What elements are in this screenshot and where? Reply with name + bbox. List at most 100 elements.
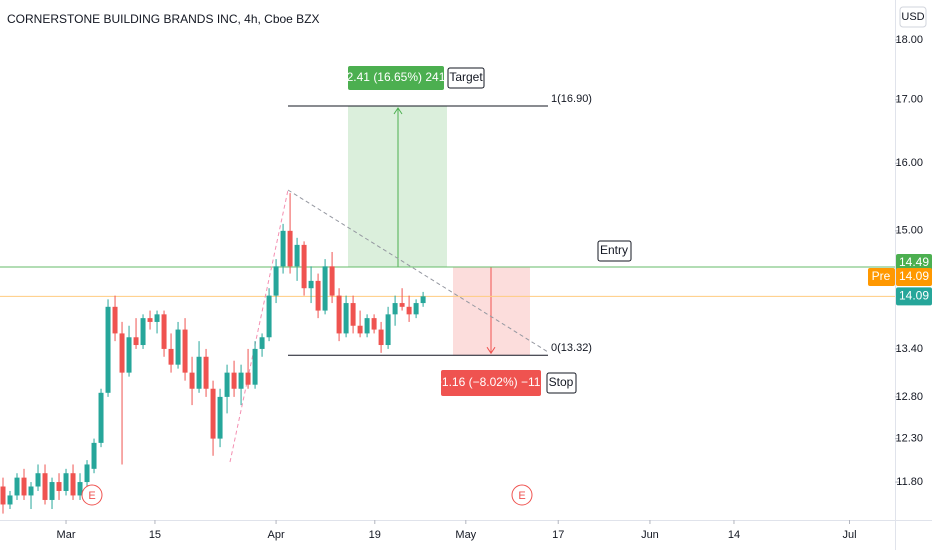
event-marker [511, 484, 533, 506]
candle [56, 473, 62, 500]
candle-body [420, 296, 426, 304]
candle-body [245, 372, 251, 385]
candle-body [56, 482, 62, 491]
candle [161, 310, 167, 357]
candle-body [112, 306, 118, 334]
stop-text-box [441, 370, 541, 396]
y-tick-label: 13.40 [895, 343, 923, 355]
candle-body [140, 318, 146, 346]
candle [63, 468, 69, 496]
stop-level-label: 0(13.32) [551, 342, 592, 354]
candle-body [406, 306, 412, 315]
pre-tag: Pre [872, 269, 891, 283]
x-tick-label: 19 [369, 529, 381, 541]
pre-price: 14.09 [899, 269, 929, 283]
candle [91, 438, 97, 474]
candle-body [350, 303, 356, 326]
candle-body [14, 477, 20, 496]
x-tick-label: Apr [268, 529, 285, 541]
event-label: E [88, 490, 95, 502]
y-tick-label: 12.80 [895, 391, 923, 403]
candle-body [63, 473, 69, 491]
candle-body [259, 337, 265, 349]
candle-body [399, 303, 405, 307]
candle [301, 241, 307, 296]
candle [315, 273, 321, 319]
candle-body [28, 486, 34, 496]
candle-body [294, 244, 300, 267]
candle [371, 314, 377, 334]
candle-body [280, 230, 286, 267]
event-label: E [518, 490, 525, 502]
candle-body [49, 482, 55, 500]
candle [287, 193, 293, 274]
candle-body [210, 388, 216, 439]
y-tick-label: 11.80 [896, 476, 923, 488]
stop-label: Stop [549, 375, 574, 389]
y-tick-label: 16.00 [895, 157, 923, 169]
candle [154, 310, 160, 334]
candle [399, 288, 405, 311]
candle-body [238, 372, 244, 389]
candle-body [119, 333, 125, 373]
target-text: 2.41 (16.65%) 241 [347, 70, 446, 84]
target-arrow-head [393, 107, 403, 115]
candle-body [301, 244, 307, 289]
candle [133, 318, 139, 349]
candle [224, 364, 230, 414]
candle-body [189, 372, 195, 389]
candle [273, 259, 279, 304]
candle [203, 348, 209, 397]
candle [98, 388, 104, 448]
candle-body [196, 356, 202, 389]
candle [245, 348, 251, 389]
x-tick-label: Mar [57, 529, 76, 541]
candle-body [392, 303, 398, 315]
currency-box[interactable] [899, 6, 927, 28]
candle [14, 473, 20, 500]
candle [217, 388, 223, 448]
y-tick-label: 17.00 [895, 94, 923, 106]
candle [70, 464, 76, 500]
candle-body [308, 280, 314, 289]
candle [280, 223, 286, 274]
stop-label-box [546, 372, 577, 394]
candle [329, 251, 335, 304]
candle [42, 464, 48, 505]
candle [231, 360, 237, 397]
currency: USD [901, 11, 924, 23]
y-tick-label: 18.00 [895, 34, 923, 46]
candle-body [378, 329, 384, 346]
candle-body [7, 495, 13, 505]
candle-body [413, 303, 419, 315]
candle [336, 288, 342, 342]
candle [364, 314, 370, 338]
candle [84, 460, 90, 487]
chart-title: CORNERSTONE BUILDING BRANDS INC, 4h, Cbo… [7, 12, 320, 26]
candle [238, 364, 244, 406]
candle-body [357, 325, 363, 334]
pre-price-box [896, 268, 932, 287]
candle-body [364, 318, 370, 334]
candle [210, 380, 216, 456]
candle-body [98, 392, 104, 443]
target-text-box [348, 66, 444, 90]
x-tick-label: 14 [728, 529, 740, 541]
candle [147, 310, 153, 330]
candle [343, 295, 349, 338]
candle-body [322, 266, 328, 311]
entry-price: 14.49 [899, 255, 929, 269]
stop-arrow-head [486, 346, 496, 355]
stop-text: −1.16 (−8.02%) −116 [435, 375, 548, 389]
candle-body [77, 482, 83, 496]
pre-tag-box [868, 268, 895, 287]
candle [140, 314, 146, 349]
candle [196, 341, 202, 393]
candle-body [252, 348, 258, 385]
candle-body [168, 348, 174, 365]
candle-body [371, 318, 377, 330]
candle [294, 237, 300, 281]
x-tick-label: Jul [842, 529, 856, 541]
